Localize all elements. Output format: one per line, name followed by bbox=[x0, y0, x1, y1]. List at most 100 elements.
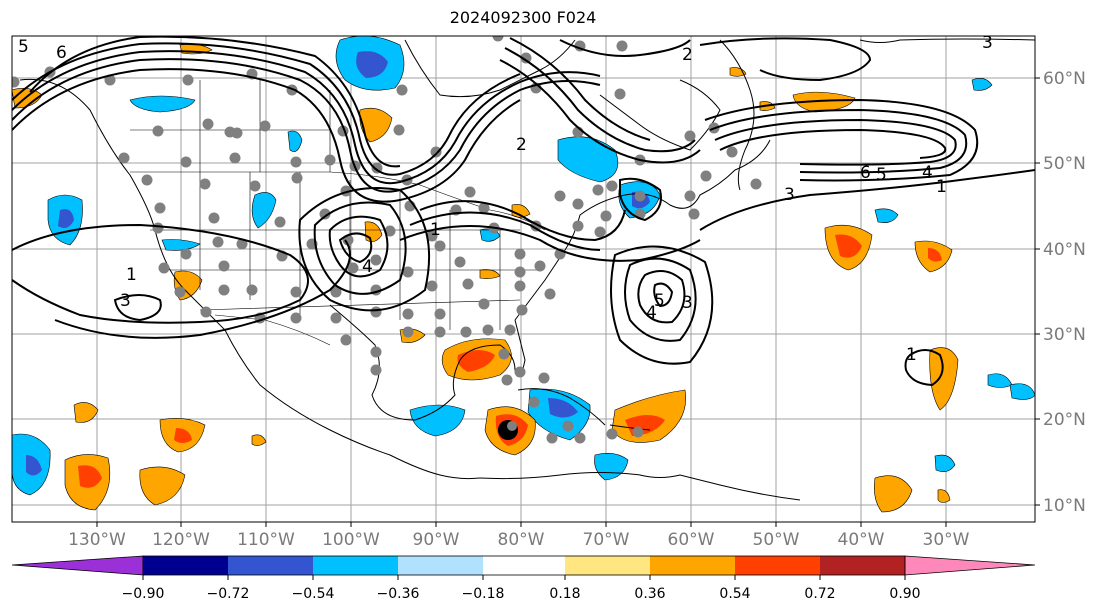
contour-label: 5 bbox=[654, 291, 665, 311]
colorbar-tick-label: −0.18 bbox=[462, 586, 505, 602]
contour-low-west-1 bbox=[12, 223, 309, 324]
colorbar-extend-high bbox=[904, 555, 1036, 576]
neg-blob-west1 bbox=[251, 192, 277, 229]
lon-label-130w: 130°W bbox=[68, 530, 126, 550]
contour-label: 1 bbox=[430, 220, 441, 240]
neg-blob-canada2 bbox=[287, 130, 303, 152]
contour-jet-atl-2 bbox=[709, 108, 968, 174]
lon-axis: 130°W 120°W 110°W 100°W 90°W 80°W 70°W 6… bbox=[68, 522, 970, 550]
lon-label-110w: 110°W bbox=[237, 530, 295, 550]
contour-label: 4 bbox=[362, 257, 373, 277]
contour-jet-atl-4 bbox=[719, 128, 947, 159]
contour-label-group: 1 3 4 1 5 4 3 2 3 6 5 4 1 6 5 2 3 1 bbox=[18, 33, 993, 365]
neg-core-hudson bbox=[356, 51, 388, 78]
coast-labrador bbox=[599, 79, 721, 151]
colorbar-tick-label: 0.72 bbox=[804, 586, 835, 602]
contour-cuba-1 bbox=[619, 177, 662, 222]
contour-jet-atl-1 bbox=[704, 98, 979, 182]
lat-label-30n: 30°N bbox=[1043, 325, 1086, 345]
lat-label-10n: 10°N bbox=[1043, 496, 1086, 516]
colorbar-bin bbox=[398, 556, 483, 575]
contour-lowatl-2 bbox=[624, 257, 697, 342]
colorbar-tick-label: 0.18 bbox=[549, 586, 580, 602]
contour-low-west-3 bbox=[113, 294, 162, 322]
lat-label-20n: 20°N bbox=[1043, 410, 1086, 430]
contour-label: 3 bbox=[120, 291, 131, 311]
contour-westerly-4 bbox=[29, 36, 401, 168]
contour-subtrop-east bbox=[904, 349, 944, 387]
contour-westerly-1 bbox=[12, 58, 601, 193]
contour-greatlakes-2 bbox=[409, 211, 601, 251]
contour-label: 2 bbox=[682, 45, 693, 65]
map-frame bbox=[11, 35, 1036, 523]
coast-east bbox=[514, 139, 771, 321]
lon-label-30w: 30°W bbox=[923, 530, 970, 550]
pos-blob-atl4 bbox=[874, 475, 913, 513]
contour-quebec-3 bbox=[509, 37, 651, 141]
contour-label: 3 bbox=[982, 33, 993, 53]
contour-label: 5 bbox=[18, 37, 29, 57]
colorbar-tick-label: 0.54 bbox=[719, 586, 750, 602]
graticule bbox=[12, 36, 1035, 522]
contour-label: 2 bbox=[516, 135, 527, 155]
neg-blob-canada1 bbox=[129, 95, 196, 113]
pos-blob-mex bbox=[251, 434, 267, 446]
coast-samerica bbox=[479, 472, 801, 501]
colorbar-bin bbox=[650, 556, 735, 575]
contour-label: 6 bbox=[860, 163, 871, 183]
contour-jet-atl-5 bbox=[699, 169, 1035, 231]
neg-blob-atl2 bbox=[934, 454, 956, 472]
lon-label-100w: 100°W bbox=[322, 530, 380, 550]
contour-label: 3 bbox=[784, 185, 795, 205]
colorbar-bin bbox=[143, 556, 228, 575]
contour-greatlakes-3 bbox=[399, 225, 701, 262]
colorbar-bin bbox=[228, 556, 313, 575]
lon-label-120w: 120°W bbox=[152, 530, 210, 550]
pos-core-atl2 bbox=[928, 248, 942, 262]
contour-label: 6 bbox=[56, 43, 67, 63]
contour-label: 1 bbox=[936, 177, 947, 197]
contour-label: 1 bbox=[906, 345, 917, 365]
colorbar-tick-label: −0.54 bbox=[292, 586, 335, 602]
contour-arctic-east bbox=[559, 39, 691, 57]
lat-label-40n: 40°N bbox=[1043, 240, 1086, 260]
lat-axis: 60°N 50°N 40°N 30°N 20°N 10°N bbox=[1035, 69, 1086, 516]
contour-quebec-1 bbox=[499, 59, 701, 164]
contour-greenland bbox=[699, 37, 872, 82]
lon-label-50w: 50°W bbox=[753, 530, 800, 550]
lon-label-80w: 80°W bbox=[498, 530, 545, 550]
contour-cutoff-4 bbox=[338, 232, 373, 264]
coast-greenland-east bbox=[859, 38, 1035, 43]
lat-label-60n: 60°N bbox=[1043, 69, 1086, 89]
lon-label-60w: 60°W bbox=[668, 530, 715, 550]
neg-core-epac bbox=[26, 455, 42, 476]
colorbar-bin bbox=[313, 556, 398, 575]
colorbar-bin bbox=[820, 556, 905, 575]
pos-blob-atl5 bbox=[792, 91, 856, 113]
pos-blob-epac4 bbox=[73, 402, 99, 423]
contour-low-west-2 bbox=[54, 239, 351, 339]
colorbar-tick-label: 0.90 bbox=[889, 586, 920, 602]
contour-cutoff-3 bbox=[298, 187, 431, 312]
contour-jet-atl-3 bbox=[714, 118, 957, 166]
pos-blob-atl3 bbox=[929, 347, 959, 411]
colorbar-tick-label: −0.90 bbox=[122, 586, 165, 602]
pos-core-gulf bbox=[457, 350, 495, 372]
pos-core-epac3 bbox=[174, 428, 192, 443]
colorbar-bin bbox=[565, 556, 650, 575]
lat-label-50n: 50°N bbox=[1043, 154, 1086, 174]
contour-westerly-2 bbox=[12, 50, 601, 185]
neg-blob-atl1 bbox=[874, 208, 899, 223]
pos-core-atl1 bbox=[835, 234, 862, 258]
contour-label: 4 bbox=[922, 163, 933, 183]
contour-greatlakes-1 bbox=[419, 200, 626, 242]
lon-label-70w: 70°W bbox=[583, 530, 630, 550]
pos-blob-can1 bbox=[359, 107, 393, 143]
neg-blob-gulf bbox=[409, 404, 466, 437]
neg-core-cuba bbox=[548, 398, 578, 418]
contour-westerly-5 bbox=[12, 68, 521, 203]
pos-core-epac1 bbox=[78, 465, 102, 488]
colorbar-tick-label: −0.36 bbox=[377, 586, 420, 602]
colorbar-tick-label: 0.36 bbox=[634, 586, 665, 602]
contour-lowatl-4 bbox=[653, 282, 674, 308]
